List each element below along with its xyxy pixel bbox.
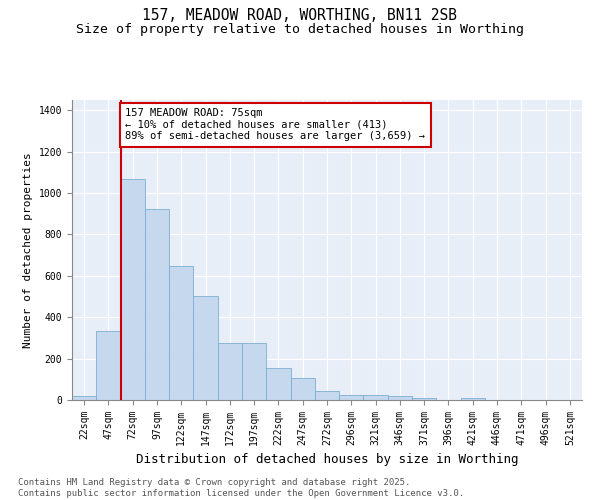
Text: Contains HM Land Registry data © Crown copyright and database right 2025.
Contai: Contains HM Land Registry data © Crown c…	[18, 478, 464, 498]
Bar	[412, 398, 436, 400]
Bar	[193, 296, 218, 400]
Bar	[218, 343, 242, 400]
Bar	[96, 330, 121, 400]
Bar	[242, 343, 266, 400]
Text: Size of property relative to detached houses in Worthing: Size of property relative to detached ho…	[76, 22, 524, 36]
X-axis label: Distribution of detached houses by size in Worthing: Distribution of detached houses by size …	[136, 454, 518, 466]
Bar	[169, 266, 193, 400]
Bar	[72, 396, 96, 400]
Bar	[315, 390, 339, 400]
Text: 157, MEADOW ROAD, WORTHING, BN11 2SB: 157, MEADOW ROAD, WORTHING, BN11 2SB	[143, 8, 458, 22]
Text: 157 MEADOW ROAD: 75sqm
← 10% of detached houses are smaller (413)
89% of semi-de: 157 MEADOW ROAD: 75sqm ← 10% of detached…	[125, 108, 425, 142]
Bar	[388, 396, 412, 400]
Y-axis label: Number of detached properties: Number of detached properties	[23, 152, 33, 348]
Bar	[364, 396, 388, 400]
Bar	[339, 395, 364, 400]
Bar	[121, 179, 145, 400]
Bar	[266, 368, 290, 400]
Bar	[145, 208, 169, 400]
Bar	[461, 398, 485, 400]
Bar	[290, 378, 315, 400]
